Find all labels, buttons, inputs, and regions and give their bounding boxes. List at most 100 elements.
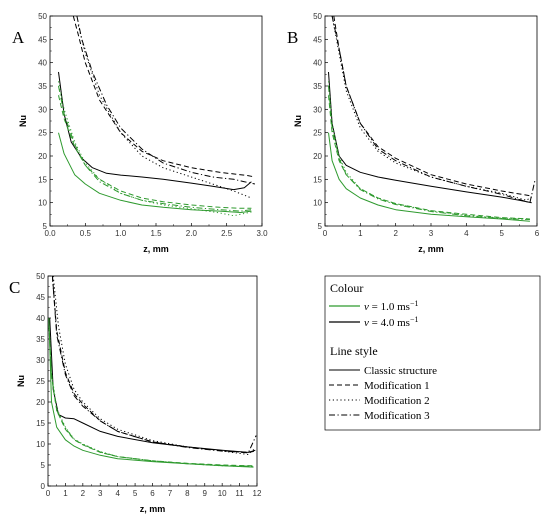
x-tick-label: 3.0 [256, 229, 268, 238]
y-tick-label: 5 [43, 222, 48, 231]
y-tick-label: 15 [38, 175, 47, 184]
x-tick-label: 8 [185, 489, 190, 498]
legend-colour-heading: Colour [330, 281, 363, 295]
series-line-green-mod3 [48, 324, 254, 467]
y-tick-label: 25 [36, 377, 45, 386]
y-tick-label: 45 [38, 35, 47, 44]
series-line-black-mod2 [77, 25, 252, 199]
y-axis-title: Nu [18, 115, 28, 127]
y-tick-label: 40 [36, 314, 45, 323]
y-tick-label: 45 [313, 35, 322, 44]
chart-panel-a: 0.0 0.5 1.0 1.5 2.0 2.5 3.0 5 10 15 20 25 30 35 40 45 50… [12, 12, 268, 254]
x-tick-label: 2 [393, 229, 398, 238]
legend-style-label: Classic structure [364, 365, 437, 377]
x-tick-label: 1.0 [115, 229, 127, 238]
x-tick-label: 3 [98, 489, 103, 498]
x-tick-label: 6 [150, 489, 155, 498]
series-line-green-classic [58, 132, 252, 213]
y-tick-label: 20 [36, 398, 45, 407]
y-tick-label: 0 [41, 482, 46, 491]
x-tick-label: 11 [235, 489, 244, 498]
x-tick-label: 0.0 [44, 229, 56, 238]
y-tick-label: 25 [313, 129, 322, 138]
series-line-black-mod3 [51, 276, 257, 454]
x-axis-title: z, mm [418, 244, 444, 254]
legend-colour-label: v = 4.0 ms−1 [364, 315, 418, 329]
series-line-green-mod3 [328, 85, 530, 220]
series-line-black-mod1 [72, 16, 255, 178]
x-tick-label: 0.5 [80, 229, 92, 238]
x-tick-label: 12 [253, 489, 262, 498]
y-tick-label: 45 [36, 293, 45, 302]
x-tick-label: 6 [535, 229, 540, 238]
x-tick-label: 1 [358, 229, 363, 238]
legend-style-heading: Line style [330, 344, 378, 358]
x-tick-label: 2.5 [221, 229, 233, 238]
y-tick-label: 30 [38, 105, 47, 114]
series-line-green-classic [48, 317, 254, 468]
x-tick-label: 0 [323, 229, 328, 238]
y-tick-label: 40 [313, 59, 322, 68]
x-tick-label: 3 [429, 229, 434, 238]
x-tick-label: 1.5 [150, 229, 162, 238]
y-tick-label: 10 [38, 199, 47, 208]
legend-style-label: Modification 3 [364, 410, 430, 422]
x-tick-label: 10 [218, 489, 227, 498]
x-axis-title: z, mm [143, 244, 169, 254]
x-tick-label: 2 [81, 489, 86, 498]
y-tick-label: 35 [38, 82, 47, 91]
y-tick-label: 15 [36, 419, 45, 428]
x-tick-label: 9 [203, 489, 208, 498]
series-line-black-classic [58, 71, 252, 191]
y-tick-label: 40 [38, 59, 47, 68]
y-tick-label: 5 [318, 222, 323, 231]
series-line-black-classic [328, 71, 532, 204]
series-line-green-mod3 [58, 85, 252, 212]
x-tick-label: 5 [133, 489, 138, 498]
y-tick-label: 50 [313, 12, 322, 21]
series-line-black-mod2 [52, 276, 256, 455]
x-tick-label: 4 [464, 229, 469, 238]
y-axis-title: Nu [293, 115, 303, 127]
y-tick-label: 20 [313, 152, 322, 161]
y-tick-label: 30 [313, 105, 322, 114]
y-tick-label: 30 [36, 356, 45, 365]
y-tick-label: 20 [38, 152, 47, 161]
series-line-green-mod1 [328, 95, 530, 220]
series-line-black-mod1 [333, 16, 530, 197]
series-line-black-mod3 [331, 16, 536, 204]
y-tick-label: 50 [36, 272, 45, 281]
plot-frame [47, 275, 258, 487]
series-line-green-mod1 [48, 326, 254, 467]
x-tick-label: 1 [63, 489, 68, 498]
x-axis-title: z, mm [140, 504, 166, 514]
series-line-green-mod1 [58, 95, 252, 209]
legend-colour-label: v = 1.0 ms−1 [364, 299, 418, 313]
y-tick-label: 10 [313, 199, 322, 208]
y-tick-label: 35 [36, 335, 45, 344]
y-tick-label: 5 [41, 461, 46, 470]
x-tick-label: 7 [168, 489, 173, 498]
y-tick-label: 25 [38, 129, 47, 138]
y-axis-title: Nu [16, 375, 26, 387]
x-tick-label: 0 [46, 489, 51, 498]
legend-style-label: Modification 1 [364, 380, 430, 392]
series-line-green-classic [328, 132, 530, 222]
y-tick-label: 35 [313, 82, 322, 91]
legend-style-label: Modification 2 [364, 395, 430, 407]
panel-letter: B [287, 28, 298, 47]
plot-frame [324, 15, 538, 227]
series-line-black-classic [49, 317, 256, 453]
series-line-black-mod1 [51, 276, 256, 453]
legend-box [324, 275, 541, 431]
panel-letter: A [12, 28, 25, 47]
y-tick-label: 10 [36, 440, 45, 449]
x-tick-label: 4 [115, 489, 120, 498]
y-tick-label: 50 [38, 12, 47, 21]
panel-letter: C [9, 278, 20, 297]
series-line-green-mod2 [58, 81, 252, 217]
